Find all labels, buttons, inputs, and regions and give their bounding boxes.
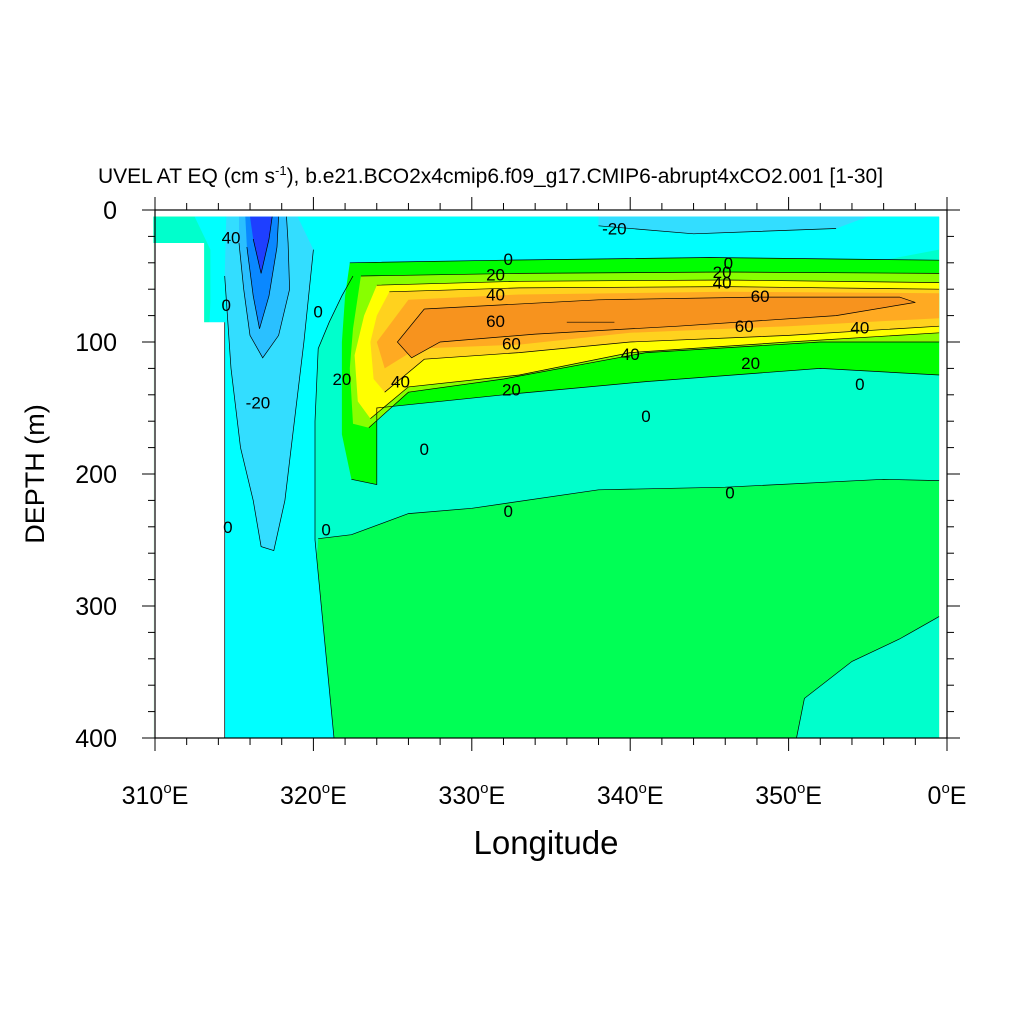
- x-tick-label: 0oE: [928, 780, 967, 810]
- region-missing-lower: [153, 322, 225, 738]
- contour-label: 60: [735, 317, 754, 336]
- title-units-prefix: (cm s: [223, 165, 275, 188]
- contour-line: [224, 249, 314, 552]
- y-tick-label: 400: [75, 725, 117, 753]
- contour-line: [360, 271, 940, 277]
- contour-line: [349, 257, 940, 264]
- contour-label: 40: [621, 345, 640, 364]
- y-tick-label: 300: [75, 593, 117, 621]
- region-west-blue: [245, 216, 279, 329]
- title-variable: UVEL AT EQ: [98, 165, 218, 188]
- contour-line: [389, 286, 940, 293]
- title-case: b.e21.BCO2x4cmip6.f09_g17.CMIP6-abrupt4x…: [305, 165, 884, 188]
- contour-fills: [153, 216, 940, 739]
- contour-line: [370, 332, 940, 419]
- contour-label: 40: [713, 274, 732, 293]
- contour-label: 60: [751, 287, 770, 306]
- x-tick-label: 320oE: [280, 780, 347, 810]
- contour-line: [314, 275, 354, 739]
- contour-line: [396, 296, 916, 359]
- contour-label: 0: [420, 440, 429, 459]
- contour-line: [368, 341, 940, 429]
- contour-label: 0: [223, 518, 232, 537]
- chart-title: UVEL AT EQ (cm s-1), b.e21.BCO2x4cmip6.f…: [98, 163, 883, 189]
- y-tick-label: 200: [75, 461, 117, 489]
- contour-label: 0: [724, 254, 733, 273]
- region-orange-core: [397, 297, 916, 358]
- region-west-core: [250, 216, 273, 274]
- y-tick-label: 100: [75, 329, 117, 357]
- contour-line: [351, 368, 940, 486]
- contour-label: 20: [486, 266, 505, 285]
- contour-line: [598, 225, 837, 235]
- title-units-suffix: ),: [286, 165, 300, 188]
- contour-label: 20: [741, 354, 760, 373]
- contour-line: [238, 216, 290, 359]
- contour-label: 0: [855, 375, 864, 394]
- x-tick-label: 310oE: [122, 780, 189, 810]
- contour-label: 0: [641, 407, 650, 426]
- y-tick-label: 0: [103, 197, 117, 225]
- contour-label: 20: [713, 263, 732, 282]
- contour-lines: [224, 216, 940, 739]
- contour-label: 40: [850, 318, 869, 337]
- contour-label: 40: [486, 285, 505, 304]
- contour-label: 0: [725, 483, 734, 502]
- contour-label: 60: [502, 334, 521, 353]
- contour-label: 40: [222, 229, 241, 248]
- contour-label: -20: [602, 219, 627, 238]
- contour-label: 20: [502, 381, 521, 400]
- contour-label: 0: [503, 502, 512, 521]
- x-axis-label: Longitude: [474, 824, 619, 861]
- contour-label: 0: [313, 303, 322, 322]
- contour-label: 0: [503, 250, 512, 269]
- contour-line: [246, 216, 279, 329]
- contour-line: [318, 478, 940, 540]
- contour-line: [252, 216, 273, 274]
- contour-line: [376, 279, 940, 286]
- contour-label: 40: [391, 373, 410, 392]
- x-tick-label: 330oE: [438, 780, 505, 810]
- contour-label: 20: [332, 370, 351, 389]
- contour-label: 0: [222, 296, 231, 315]
- contour-label: -20: [246, 394, 271, 413]
- contour-line: [384, 325, 940, 393]
- contour-label: 60: [486, 312, 505, 331]
- contour-line: [796, 616, 940, 739]
- contour-label: 0: [321, 520, 330, 539]
- x-tick-label: 340oE: [597, 780, 664, 810]
- title-units-exponent: -1: [275, 163, 287, 178]
- region-east-mint: [796, 616, 940, 738]
- y-axis-label: DEPTH (m): [20, 404, 50, 543]
- x-tick-label: 350oE: [755, 780, 822, 810]
- axes: 310oE 320oE 330oE 340oE 350oE 0oE010020030040…: [20, 197, 966, 861]
